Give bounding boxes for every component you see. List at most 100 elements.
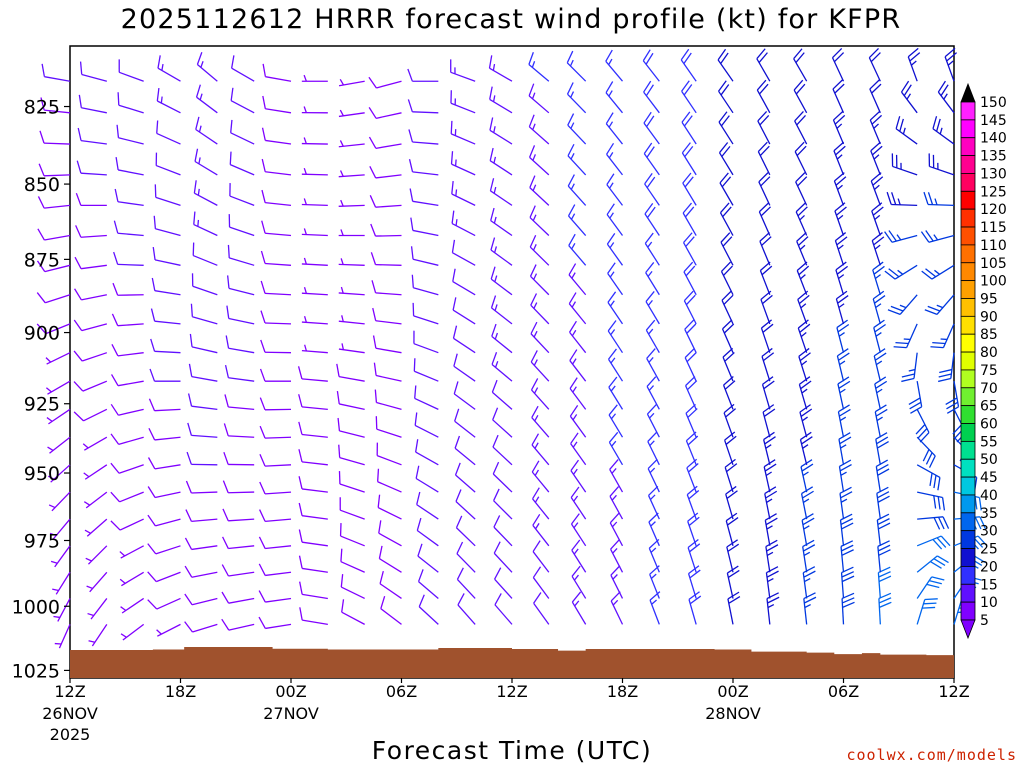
wind-barb [261,189,292,207]
barb-full-feather [36,323,47,335]
colorbar-segment [960,583,976,603]
barb-half-feather [571,301,577,308]
barb-full-feather [723,265,733,276]
barb-full-feather [298,394,303,408]
barb-full-feather [757,110,768,122]
barb-full-feather [646,146,655,158]
barb-staff [119,71,144,82]
wind-barb [916,555,949,573]
barb-staff [452,281,476,296]
barb-full-feather [259,453,266,467]
barb-full-feather [726,463,738,473]
barb-full-feather [454,435,461,449]
barb-full-feather [457,593,465,606]
wind-barb [378,545,402,573]
wind-barb [797,319,811,353]
wind-barb [193,211,218,237]
wind-barb [920,230,955,243]
wind-barb [376,442,402,466]
barb-half-feather [535,523,540,530]
wind-barb [569,349,587,382]
wind-barb [793,48,808,82]
barb-staff [533,602,550,625]
barb-full-feather [377,468,380,482]
barb-full-feather [840,513,853,521]
wind-barb [757,110,771,145]
barb-full-feather [681,142,691,154]
barb-full-feather [681,80,690,92]
colorbar-label: 70 [980,381,998,397]
wind-barb [230,119,255,145]
wind-barb [49,518,71,540]
wind-barb [452,325,476,354]
wind-barb [872,290,886,325]
barb-full-feather [878,544,891,552]
barb-full-feather [764,436,776,445]
barb-full-feather [924,598,938,601]
barb-full-feather [193,180,197,194]
wind-barb [47,464,71,483]
wind-barb [301,198,328,207]
barb-full-feather [834,83,845,94]
wind-barb [528,114,550,145]
barb-staff [452,309,476,325]
wind-barb [75,192,107,207]
wind-barb [884,264,918,280]
wind-barb [339,523,365,547]
barb-staff [81,294,107,301]
barb-full-feather [606,233,616,245]
barb-full-feather [761,347,773,357]
barb-full-feather [937,477,941,491]
barb-staff [377,481,402,493]
wind-barb [454,408,476,438]
wind-barb [938,352,955,383]
x-tick-year: 2025 [50,725,91,744]
barb-half-feather [573,522,579,529]
wind-barb [113,220,144,237]
barb-full-feather [374,389,378,403]
barb-full-feather [111,313,119,326]
barb-full-feather [724,431,736,441]
wind-barb [837,404,851,438]
barb-full-feather [450,120,453,134]
barb-staff [412,141,439,145]
barb-full-feather [336,390,340,405]
barb-full-feather [230,119,233,133]
barb-half-feather [650,547,657,553]
wind-barb [340,548,365,573]
barb-half-feather [53,615,60,619]
barb-full-feather [842,597,855,604]
barb-full-feather [842,601,855,609]
barb-half-feather [610,385,616,392]
wind-barb [119,545,144,559]
wind-barb [682,232,697,266]
barb-full-feather [39,130,45,144]
barb-full-feather [298,476,303,490]
barb-full-feather [798,265,810,276]
barb-full-feather [932,341,946,345]
barb-half-feather [648,385,655,391]
wind-barb [917,491,946,511]
wind-barb [259,397,292,411]
barb-full-feather [756,79,767,91]
wind-barb [454,435,476,466]
wind-barb [45,352,71,365]
wind-barb [45,380,71,395]
barb-full-feather [75,225,82,238]
barb-full-feather [645,262,655,274]
barb-full-feather [937,80,946,93]
wind-barb [301,106,328,114]
barb-full-feather [937,496,941,510]
barb-full-feather [921,270,933,280]
barb-full-feather [414,385,417,399]
barb-full-feather [937,516,945,530]
barb-staff [118,104,144,114]
wind-barb [54,624,71,649]
barb-full-feather [717,48,727,61]
wind-barb [50,545,71,568]
y-tick-label: 950 [24,463,60,485]
barb-full-feather [762,294,773,305]
barb-half-feather [198,157,201,164]
barb-full-feather [796,114,806,126]
wind-barb [566,50,587,82]
